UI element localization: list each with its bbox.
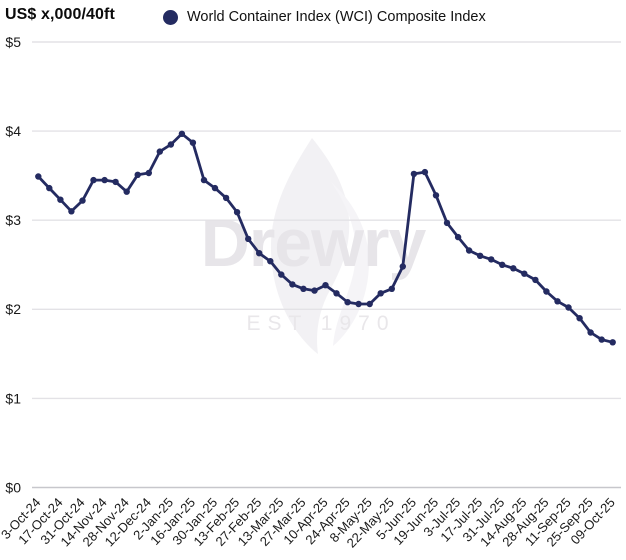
series-layer [35, 130, 616, 346]
wci-data-point [322, 282, 329, 289]
y-tick-label: $1 [5, 390, 21, 406]
wci-data-point [145, 169, 152, 177]
wci-data-point [499, 261, 506, 268]
wci-data-point [609, 339, 616, 346]
wci-data-point [465, 247, 473, 254]
wci-data-point [388, 285, 395, 292]
x-axis-labels: 3-Oct-2417-Oct-2431-Oct-2414-Nov-2428-No… [0, 495, 618, 551]
wci-data-point [256, 250, 263, 257]
y-tick-label: $3 [5, 212, 21, 228]
wci-data-point [311, 287, 318, 294]
wci-data-point [576, 315, 583, 322]
wci-data-point [521, 270, 528, 277]
wci-data-point [399, 263, 406, 270]
wci-data-point [510, 265, 517, 272]
wci-data-point [488, 256, 495, 263]
grid-layer: $0 $1 $2 $3 $4 $5 [5, 34, 621, 495]
wci-data-point [366, 300, 373, 308]
wci-data-point [267, 258, 274, 265]
wci-data-point [35, 173, 42, 180]
watermark-est-text: EST 1970 [246, 312, 395, 335]
wci-data-point [178, 130, 186, 137]
wci-data-point [300, 285, 307, 292]
wci-data-point [554, 298, 561, 305]
wci-data-point [167, 141, 175, 148]
wci-data-point [46, 184, 53, 192]
wci-data-point [598, 336, 605, 343]
y-axis-unit-label: US$ x,000/40ft [5, 6, 115, 23]
wci-data-point [245, 235, 252, 243]
wci-data-point [289, 281, 296, 288]
wci-data-point [476, 252, 484, 259]
wci-data-point [344, 299, 351, 306]
wci-data-point [532, 276, 539, 284]
wci-data-point [355, 300, 362, 308]
wci-data-point [233, 209, 241, 216]
legend: World Container Index (WCI) Composite In… [163, 9, 486, 25]
drewry-flame-icon [270, 138, 350, 354]
y-tick-label: $4 [5, 123, 21, 139]
wci-data-point [57, 196, 64, 203]
wci-data-point [587, 329, 594, 336]
wci-data-point [410, 170, 418, 178]
wci-data-point [443, 219, 451, 227]
wci-data-point [101, 176, 108, 184]
wci-data-point [189, 139, 197, 146]
wci-data-point [200, 176, 208, 184]
legend-series-dot-icon [163, 9, 178, 25]
y-tick-label: $2 [5, 301, 21, 317]
y-tick-label: $5 [5, 34, 21, 50]
watermark-brand-text: Drewry [201, 205, 427, 281]
wci-data-point [123, 188, 130, 195]
wci-data-point [68, 208, 75, 215]
wci-data-point [432, 192, 440, 199]
y-tick-label: $0 [5, 479, 21, 495]
drewry-watermark: Drewry EST 1970 [201, 138, 427, 354]
wci-data-point [565, 304, 572, 311]
wci-data-point [222, 194, 230, 202]
legend-series-label: World Container Index (WCI) Composite In… [187, 9, 486, 25]
wci-data-point [454, 233, 462, 241]
wci-data-point [90, 176, 97, 184]
wci-data-point [79, 197, 86, 204]
wci-data-point [134, 171, 141, 178]
wci-data-point [278, 271, 285, 278]
wci-data-point [543, 288, 550, 295]
wci-data-point [112, 178, 119, 186]
wci-data-point [377, 290, 384, 297]
wci-data-point [156, 148, 163, 155]
chart-header: US$ x,000/40ft World Container Index (WC… [0, 0, 626, 34]
wci-data-point [333, 290, 340, 297]
wci-data-point [211, 184, 219, 192]
wci-data-point [421, 168, 429, 176]
